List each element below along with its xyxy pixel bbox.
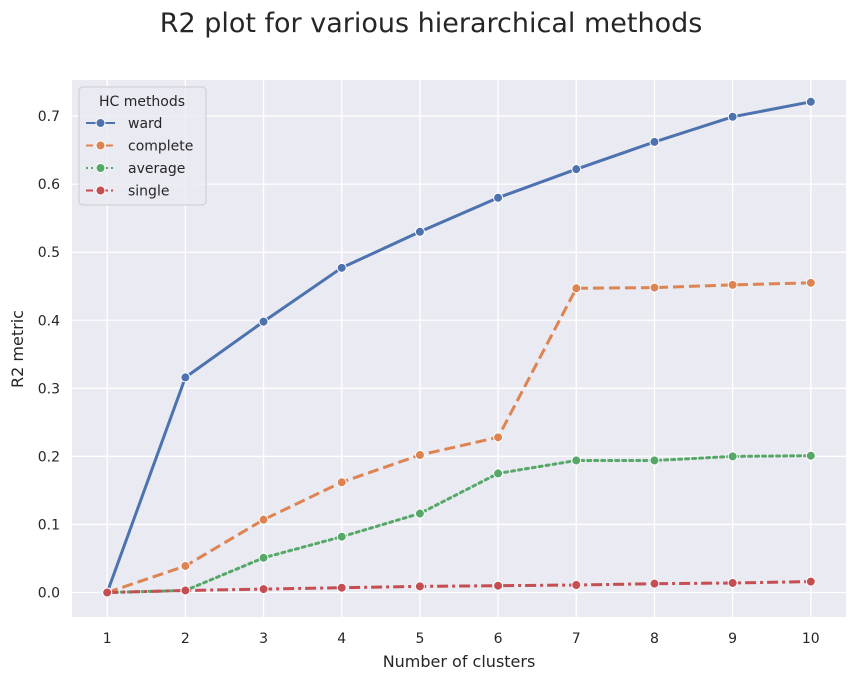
y-axis-label: R2 metric [8,310,27,388]
x-axis-label: Number of clusters [383,652,536,671]
y-tick-label: 0.5 [38,245,60,261]
data-point-average [727,451,738,462]
x-tick-label: 7 [572,631,581,647]
legend-label-single: single [128,184,169,200]
legend-label-average: average [128,161,185,177]
x-tick-label: 2 [181,631,190,647]
data-point-average [571,455,582,466]
legend-marker-ward [95,118,106,128]
data-point-ward [727,111,738,122]
data-point-single [571,580,582,591]
data-point-average [493,468,504,479]
series-line-ward [105,100,812,594]
x-tick-labels: 1 2 3 4 5 6 7 8 9 10 [103,631,820,647]
data-point-average [649,455,660,466]
y-tick-labels: 0.0 0.1 0.2 0.3 0.4 0.5 0.6 0.7 [38,109,60,601]
x-tick-label: 1 [103,631,112,647]
data-point-complete [493,432,504,443]
data-point-single [727,577,738,588]
x-tick-label: 6 [494,631,503,647]
data-point-complete [805,277,816,288]
data-point-single [258,584,269,595]
data-point-ward [805,96,816,107]
data-point-ward [649,136,660,147]
series-line-average [105,454,813,594]
data-point-ward [258,316,269,327]
legend-marker-complete [95,140,106,151]
data-point-single [649,578,660,589]
data-point-complete [571,283,582,294]
data-point-average [414,508,425,519]
data-point-single [493,580,504,591]
y-tick-label: 0.0 [38,585,60,601]
series-line-single [107,580,811,594]
y-tick-label: 0.7 [38,109,60,125]
series-layer [102,96,816,598]
data-point-single [102,587,113,598]
y-tick-label: 0.6 [38,177,60,193]
legend-label-ward: ward [128,116,162,132]
data-point-complete [727,279,738,290]
data-point-average [805,450,816,461]
data-point-ward [571,164,582,175]
x-tick-label: 9 [728,631,737,647]
data-point-complete [649,282,660,293]
data-point-average [258,552,269,563]
data-point-complete [414,450,425,461]
data-point-average [336,531,347,542]
data-point-single [414,581,425,592]
data-point-ward [180,372,191,383]
x-tick-label: 4 [337,631,346,647]
legend-marker-average [95,163,106,173]
legend-label-complete: complete [128,139,193,155]
legend-box [78,86,207,206]
y-tick-label: 0.1 [38,517,60,533]
x-tick-label: 5 [415,631,424,647]
y-tick-label: 0.3 [38,381,60,397]
data-point-complete [180,560,191,571]
x-tick-label: 10 [802,631,820,647]
data-point-ward [414,226,425,237]
data-point-single [805,576,816,587]
x-tick-label: 3 [259,631,268,647]
y-tick-label: 0.2 [38,449,60,465]
legend-title: HC methods [99,94,185,110]
grid-lines [72,80,846,617]
data-point-complete [336,477,347,488]
x-tick-label: 8 [650,631,659,647]
data-point-single [180,585,191,596]
chart-title: R2 plot for various hierarchical methods [160,8,703,39]
data-point-ward [336,262,347,273]
data-point-single [336,582,347,593]
legend-items: ward complete average single [86,116,193,200]
legend: HC methods ward complete average single [78,86,207,206]
y-tick-label: 0.4 [38,313,60,329]
series-line-complete [106,281,811,594]
data-point-complete [258,514,269,525]
data-point-ward [493,192,504,203]
legend-marker-single [95,185,106,196]
